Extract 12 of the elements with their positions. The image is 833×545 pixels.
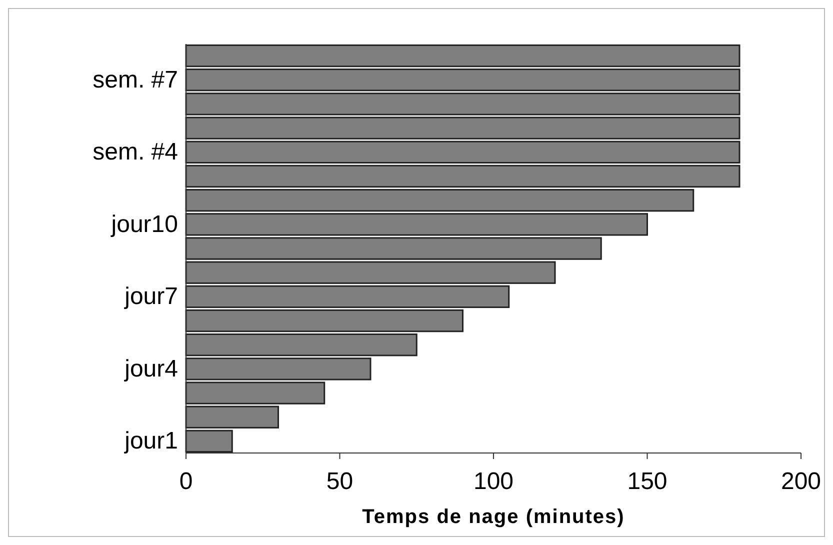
- y-tick-label: sem. #4: [92, 138, 178, 166]
- y-tick-label: jour1: [124, 428, 178, 455]
- y-tick-label: jour10: [110, 210, 178, 238]
- x-axis-title: Temps de nage (minutes): [362, 506, 625, 528]
- y-tick-label: sem. #7: [92, 66, 178, 94]
- x-tick-label: 0: [179, 468, 193, 495]
- x-tick-label: 100: [473, 468, 514, 495]
- y-tick-label: jour7: [124, 283, 178, 310]
- y-tick-label: jour4: [124, 355, 178, 382]
- x-tick-label: 200: [780, 468, 822, 495]
- x-tick-label: 150: [627, 468, 668, 495]
- x-tick-label: 50: [326, 468, 354, 495]
